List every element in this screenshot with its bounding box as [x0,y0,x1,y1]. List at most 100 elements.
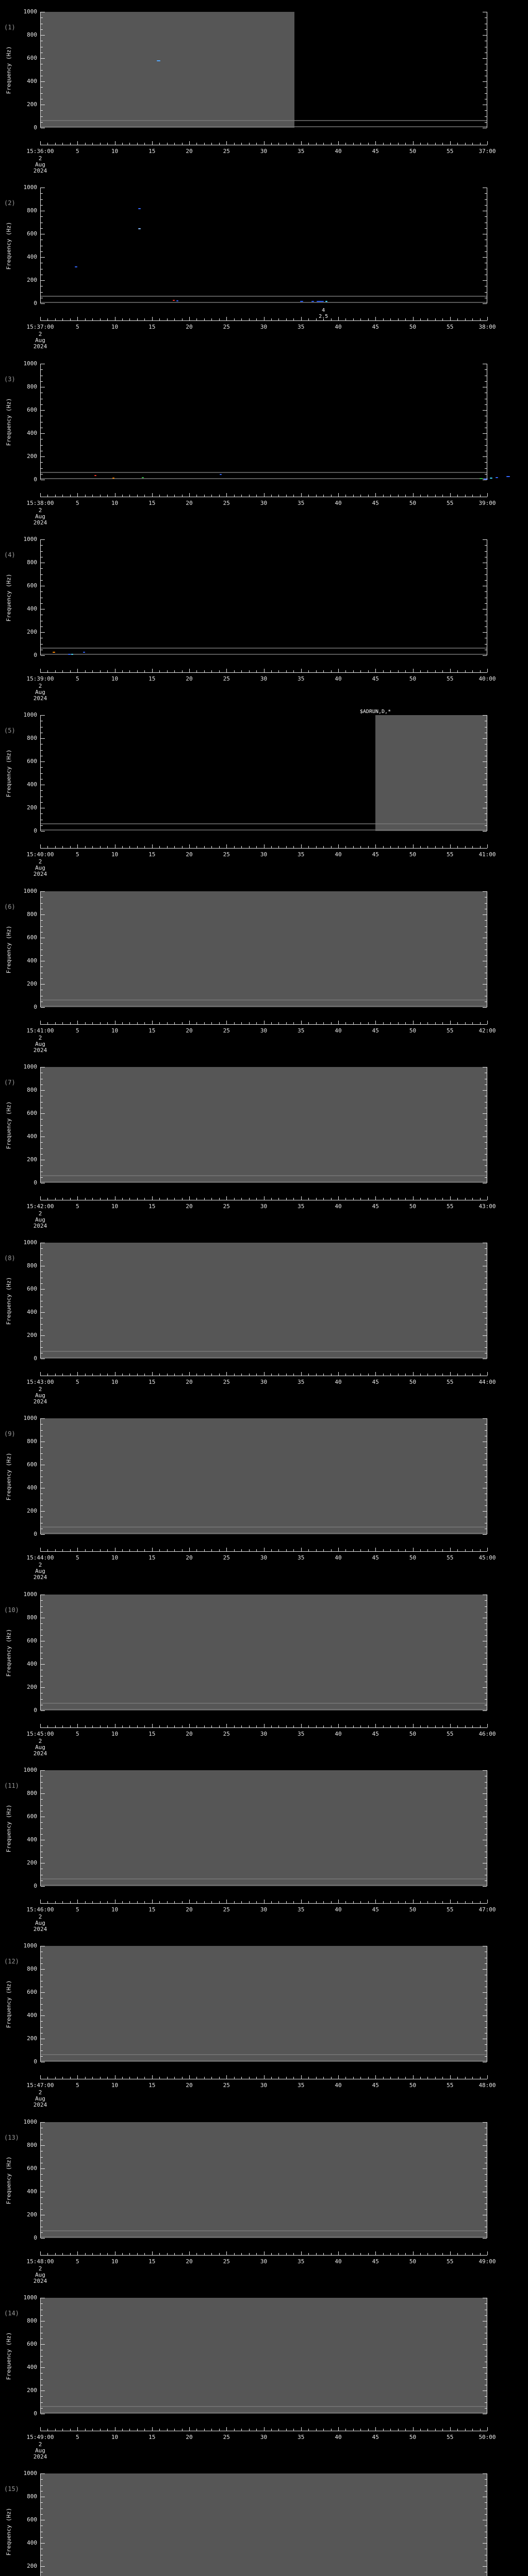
axis-tick [465,2077,466,2079]
axis-tick [41,2056,43,2057]
y-tick-label: 0 [34,300,37,307]
axis-tick [483,2168,487,2169]
y-tick-label: 0 [34,124,37,131]
axis-tick [40,1021,41,1024]
spectrogram-fill [40,1243,487,1359]
axis-tick [196,846,197,848]
axis-tick [249,670,250,672]
axis-tick [41,205,43,206]
axis-tick [41,1177,43,1178]
axis-tick [338,2251,339,2255]
axis-tick [241,670,242,672]
axis-tick [293,670,294,672]
axis-tick [485,2050,487,2051]
axis-tick [450,844,451,848]
axis-tick [487,844,488,848]
axis-tick [331,1901,332,1903]
detection-mark [83,652,86,653]
axis-tick [41,2168,45,2169]
axis-tick [144,1022,145,1024]
axis-tick [241,495,242,497]
axis-tick [167,2429,168,2431]
axis-tick [483,2015,487,2016]
detection-mark [68,654,71,655]
x-tick-label: 50 [409,851,417,858]
axis-tick [485,468,487,469]
axis-tick [77,669,78,672]
axis-tick [487,1021,488,1024]
axis-tick [107,846,108,848]
x-tick-label: 55 [447,1554,454,1561]
axis-tick [211,1198,212,1200]
axis-tick [485,2485,487,2486]
x-tick-label: 35 [298,1379,305,1385]
axis-tick [301,2075,302,2079]
axis-tick [483,2145,487,2146]
date-label: 2024 [33,1223,47,1229]
axis-tick [375,1548,376,1551]
axis-tick [204,670,205,672]
axis-tick [345,1198,346,1200]
date-label: Aug [35,1920,45,1926]
axis-tick [77,1548,78,1551]
axis-tick [196,1374,197,1376]
axis-tick [442,143,443,145]
axis-tick [226,1548,227,1551]
axis-tick [420,495,421,497]
axis-tick [485,199,487,200]
axis-tick [368,1374,369,1376]
axis-tick [390,1549,391,1551]
axis-tick [485,626,487,627]
axis-tick [211,2077,212,2079]
x-tick-label: 5 [75,1554,79,1561]
axis-tick [41,1148,43,1149]
axis-tick [485,2174,487,2175]
axis-tick [41,831,45,832]
axis-tick [167,670,168,672]
axis-tick [152,2427,153,2431]
x-tick-label: 15 [148,2258,156,2265]
x-tick-label: 5 [75,324,79,330]
axis-tick [485,2373,487,2374]
date-label: Aug [35,689,45,696]
y-tick-label: 600 [27,55,37,61]
axis-tick [308,143,309,145]
axis-tick [85,1374,86,1376]
axis-tick [263,1021,265,1024]
axis-tick [345,2429,346,2431]
spectrogram-fill [40,1770,487,1886]
axis-tick [375,141,376,145]
y-axis-title: Frequency (Hz) [5,398,12,446]
axis-tick [293,143,294,145]
axis-tick [485,381,487,382]
axis-tick [398,2077,399,2079]
axis-tick [442,1022,443,1024]
x-tick-label: 10 [111,2434,119,2441]
axis-tick [412,2075,414,2079]
spectrogram-fill [40,1595,487,1710]
axis-tick [412,493,414,497]
axis-tick [360,143,361,145]
axis-tick [271,143,272,145]
x-tick-label: 5 [75,1379,79,1385]
y-tick-label: 800 [27,559,37,566]
x-tick-label: 20 [186,851,193,858]
axis-tick [360,2077,361,2079]
x-tick-label: 30 [260,324,268,330]
axis-tick [40,1724,41,1727]
axis-tick [174,846,175,848]
axis-tick [427,2253,428,2255]
y-axis-line [40,1418,41,1534]
axis-tick [485,1612,487,1613]
axis-tick [70,318,71,320]
axis-tick [485,1125,487,1126]
axis-tick [174,318,175,320]
axis-tick [450,317,451,320]
axis-tick [435,495,436,497]
x-tick-label: 43:00 [478,1203,496,1210]
axis-tick [485,2379,487,2380]
axis-tick [412,1724,414,1727]
detection-mark [176,300,178,302]
axis-tick [152,493,153,497]
axis-tick [368,1198,369,1200]
